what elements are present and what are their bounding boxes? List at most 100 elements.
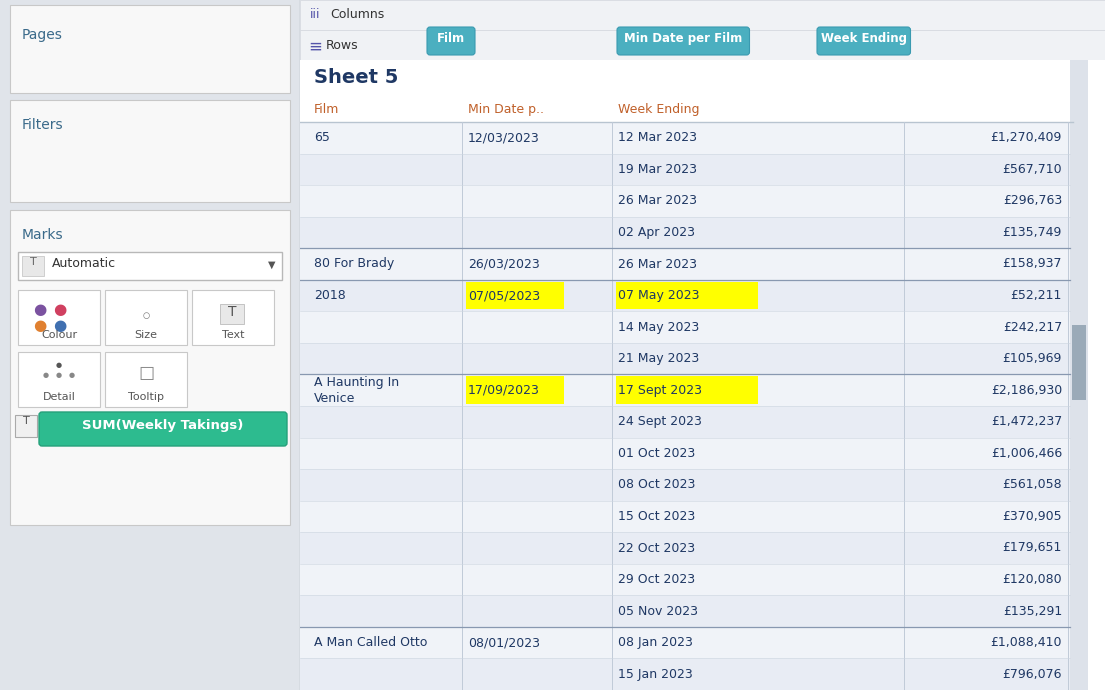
Text: 26/03/2023: 26/03/2023 [469, 257, 539, 270]
Bar [299, 501, 1070, 532]
Bar [299, 248, 1070, 279]
Text: Min Date p..: Min Date p.. [469, 103, 544, 116]
Text: ●: ● [53, 302, 66, 317]
Text: 08/01/2023: 08/01/2023 [469, 636, 540, 649]
Bar [466, 282, 564, 309]
Text: T: T [30, 257, 36, 267]
Text: £135,749: £135,749 [1002, 226, 1062, 239]
Bar [18, 252, 282, 280]
Bar [299, 154, 1070, 185]
Text: £52,211: £52,211 [1011, 289, 1062, 302]
Bar [299, 469, 1070, 501]
Bar [299, 375, 1070, 406]
Text: A Haunting In: A Haunting In [314, 376, 399, 389]
Text: ●: ● [53, 318, 66, 333]
Bar [615, 377, 758, 404]
Text: £1,472,237: £1,472,237 [991, 415, 1062, 428]
Text: Sheet 5: Sheet 5 [314, 68, 399, 87]
Text: £242,217: £242,217 [1002, 321, 1062, 333]
Text: Columns: Columns [330, 8, 385, 21]
Bar [299, 0, 1105, 30]
Text: 07/05/2023: 07/05/2023 [469, 289, 540, 302]
Text: 14 May 2023: 14 May 2023 [618, 321, 699, 333]
Bar [15, 415, 36, 437]
Text: Filters: Filters [22, 118, 64, 132]
Text: ●: ● [56, 372, 62, 378]
Text: 15 Jan 2023: 15 Jan 2023 [618, 668, 693, 681]
FancyBboxPatch shape [427, 27, 475, 55]
Text: £2,186,930: £2,186,930 [991, 384, 1062, 397]
Bar [466, 377, 564, 404]
Text: 26 Mar 2023: 26 Mar 2023 [618, 257, 697, 270]
Bar [220, 304, 244, 324]
Text: £1,006,466: £1,006,466 [991, 447, 1062, 460]
Text: 29 Oct 2023: 29 Oct 2023 [618, 573, 695, 586]
Bar [299, 185, 1070, 217]
Text: £158,937: £158,937 [1002, 257, 1062, 270]
Text: 07 May 2023: 07 May 2023 [618, 289, 699, 302]
Text: Film: Film [314, 103, 339, 116]
Text: Week Ending: Week Ending [618, 103, 699, 116]
Text: ●: ● [33, 302, 46, 317]
FancyBboxPatch shape [39, 412, 287, 446]
Text: Rows: Rows [326, 39, 359, 52]
Text: 2018: 2018 [314, 289, 346, 302]
Text: £1,088,410: £1,088,410 [990, 636, 1062, 649]
Text: £567,710: £567,710 [1002, 163, 1062, 176]
Text: iii: iii [311, 8, 320, 21]
Bar [299, 217, 1070, 248]
Text: 80 For Brady: 80 For Brady [314, 257, 394, 270]
Bar [299, 437, 1070, 469]
Bar [299, 122, 1070, 154]
Text: £296,763: £296,763 [1002, 195, 1062, 208]
Bar [18, 290, 99, 345]
Text: 65: 65 [314, 131, 330, 144]
Text: 02 Apr 2023: 02 Apr 2023 [618, 226, 695, 239]
Bar [299, 595, 1070, 627]
Text: ◦: ◦ [139, 308, 152, 328]
Bar [1070, 60, 1088, 690]
Text: 08 Oct 2023: 08 Oct 2023 [618, 478, 695, 491]
Text: 12/03/2023: 12/03/2023 [469, 131, 539, 144]
Text: Colour: Colour [41, 330, 77, 340]
Bar [1072, 324, 1086, 400]
Text: 05 Nov 2023: 05 Nov 2023 [618, 604, 698, 618]
Text: 12 Mar 2023: 12 Mar 2023 [618, 131, 697, 144]
Bar [18, 352, 99, 407]
Text: 01 Oct 2023: 01 Oct 2023 [618, 447, 695, 460]
Bar [299, 343, 1070, 375]
Text: Tooltip: Tooltip [128, 392, 164, 402]
Text: Pages: Pages [22, 28, 63, 42]
Text: Marks: Marks [22, 228, 64, 242]
Text: Min Date per Film: Min Date per Film [624, 32, 743, 45]
Bar [299, 30, 1105, 60]
Text: 17 Sept 2023: 17 Sept 2023 [618, 384, 702, 397]
Text: Detail: Detail [43, 392, 75, 402]
Text: Film: Film [436, 32, 465, 45]
Text: ☐: ☐ [138, 366, 154, 384]
Text: 24 Sept 2023: 24 Sept 2023 [618, 415, 702, 428]
Text: £120,080: £120,080 [1002, 573, 1062, 586]
Text: Venice: Venice [314, 392, 356, 404]
Bar [299, 627, 1070, 658]
Bar [615, 282, 758, 309]
Bar [10, 100, 290, 202]
Text: £561,058: £561,058 [1002, 478, 1062, 491]
Text: 22 Oct 2023: 22 Oct 2023 [618, 542, 695, 555]
Text: £796,076: £796,076 [1002, 668, 1062, 681]
Text: ▼: ▼ [269, 260, 276, 270]
Text: 19 Mar 2023: 19 Mar 2023 [618, 163, 697, 176]
Text: 15 Oct 2023: 15 Oct 2023 [618, 510, 695, 523]
Text: T: T [22, 416, 30, 426]
Text: Week Ending: Week Ending [821, 32, 907, 45]
Text: 17/09/2023: 17/09/2023 [469, 384, 540, 397]
Text: ●: ● [56, 362, 62, 368]
Bar [299, 406, 1070, 437]
Bar [10, 210, 290, 525]
Text: ≡: ≡ [308, 38, 322, 56]
Bar [105, 290, 187, 345]
Bar [22, 256, 44, 276]
Bar [299, 658, 1070, 690]
Text: £105,969: £105,969 [1002, 352, 1062, 365]
FancyBboxPatch shape [817, 27, 911, 55]
